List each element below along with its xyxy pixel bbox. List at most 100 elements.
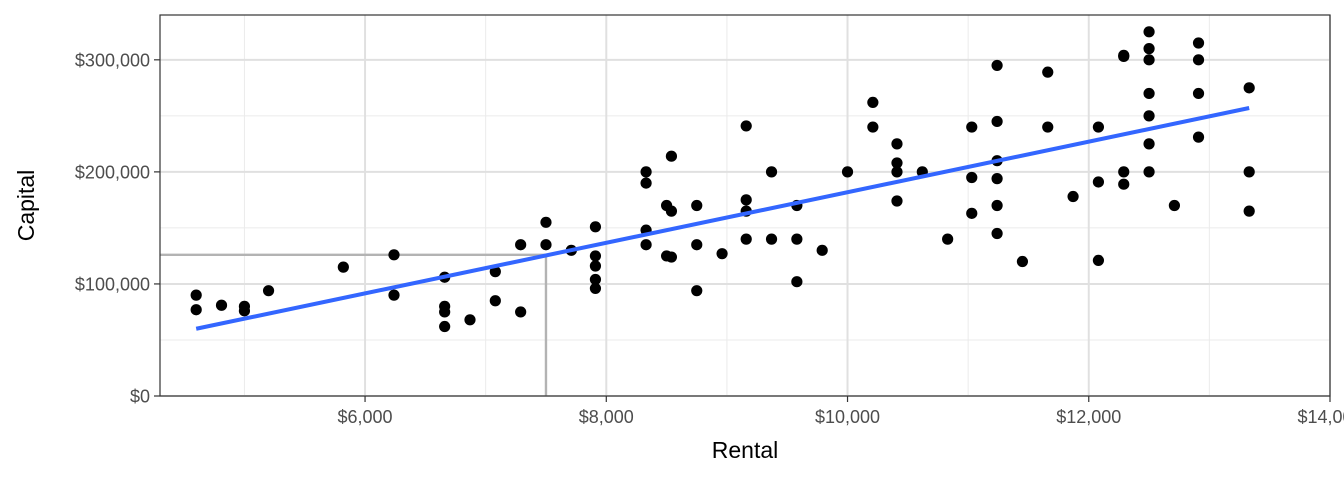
- data-point: [966, 121, 978, 133]
- data-point: [765, 166, 778, 178]
- data-point: [640, 177, 652, 189]
- data-point: [991, 227, 1003, 240]
- data-point: [891, 157, 903, 169]
- y-tick-label: $200,000: [75, 162, 150, 182]
- x-tick-label: $10,000: [815, 407, 880, 427]
- data-point: [489, 295, 501, 307]
- data-point: [589, 260, 602, 272]
- data-point: [439, 320, 451, 333]
- data-point: [1243, 166, 1255, 178]
- data-point: [891, 166, 903, 178]
- data-point: [991, 59, 1003, 72]
- data-point: [891, 195, 903, 207]
- x-tick-label: $8,000: [579, 407, 634, 427]
- x-tick-label: $6,000: [338, 407, 393, 427]
- data-point: [489, 266, 501, 278]
- data-point: [1067, 190, 1079, 203]
- data-point: [1192, 87, 1205, 100]
- data-point: [991, 173, 1003, 185]
- data-point: [1118, 166, 1130, 178]
- data-point: [765, 233, 778, 245]
- data-point: [1042, 121, 1054, 133]
- data-point: [515, 239, 527, 251]
- data-point: [991, 115, 1003, 128]
- data-point: [665, 251, 678, 263]
- data-point: [867, 96, 879, 109]
- data-point: [1118, 178, 1130, 190]
- data-point: [1092, 254, 1105, 267]
- data-point: [1118, 50, 1130, 63]
- data-point: [1143, 54, 1155, 66]
- data-point: [791, 276, 803, 288]
- trend-line-group: [195, 106, 1250, 331]
- data-point: [464, 314, 476, 326]
- data-point: [190, 289, 202, 301]
- data-point: [515, 306, 527, 318]
- data-point: [966, 207, 978, 219]
- data-point: [966, 171, 978, 184]
- data-point: [388, 289, 400, 301]
- data-point: [640, 166, 652, 178]
- x-tick-labels: $6,000 $8,000 $10,000 $12,000 $14,000: [338, 407, 1344, 427]
- axis-ticks: [154, 59, 1331, 402]
- data-point: [1092, 176, 1105, 188]
- data-point: [1016, 255, 1029, 268]
- data-point: [740, 120, 752, 132]
- data-point: [691, 199, 703, 212]
- data-point: [1192, 54, 1205, 66]
- data-point: [215, 299, 228, 311]
- data-point: [238, 305, 251, 317]
- data-point: [1143, 26, 1155, 38]
- y-tick-label: $300,000: [75, 50, 150, 70]
- minor-gridlines: [160, 15, 1330, 396]
- x-tick-label: $12,000: [1056, 407, 1121, 427]
- data-point: [190, 304, 202, 316]
- data-point: [1042, 66, 1054, 78]
- data-point: [716, 248, 728, 260]
- reference-lines: [160, 253, 548, 396]
- data-point: [891, 138, 903, 150]
- data-point: [1192, 37, 1205, 49]
- data-point: [991, 199, 1003, 212]
- data-point: [1192, 131, 1205, 143]
- panel-border: [159, 14, 1331, 397]
- data-point: [640, 239, 652, 251]
- data-point: [867, 121, 879, 133]
- data-point: [942, 233, 954, 245]
- data-point: [589, 282, 602, 295]
- data-point: [740, 233, 752, 245]
- x-tick-label: $14,000: [1297, 407, 1344, 427]
- data-point: [665, 205, 678, 217]
- data-point: [1092, 121, 1105, 133]
- data-point: [589, 221, 602, 233]
- data-point: [1143, 110, 1155, 122]
- data-point: [791, 233, 803, 245]
- data-points: [190, 26, 1255, 333]
- data-point: [691, 285, 703, 297]
- data-point: [1243, 82, 1255, 94]
- data-point: [439, 306, 451, 318]
- data-point: [540, 239, 552, 251]
- data-point: [1168, 199, 1181, 212]
- major-gridlines: [160, 15, 1331, 397]
- y-axis-title: Capital: [13, 170, 39, 242]
- y-tick-label: $0: [130, 387, 150, 407]
- trend-line: [195, 106, 1250, 331]
- x-axis-title: Rental: [712, 437, 778, 463]
- data-point: [262, 285, 275, 297]
- data-point: [691, 239, 703, 251]
- data-point: [1143, 43, 1155, 55]
- data-point: [589, 250, 602, 262]
- y-tick-label: $100,000: [75, 274, 150, 294]
- data-point: [540, 216, 552, 228]
- data-point: [337, 261, 349, 273]
- data-point: [1143, 87, 1155, 100]
- data-point: [816, 244, 828, 256]
- data-point: [841, 166, 854, 178]
- data-point: [1243, 205, 1255, 217]
- data-point: [665, 150, 678, 162]
- data-point: [1143, 166, 1155, 178]
- data-point: [1143, 138, 1155, 150]
- y-tick-labels: $0 $100,000 $200,000 $300,000: [75, 50, 150, 406]
